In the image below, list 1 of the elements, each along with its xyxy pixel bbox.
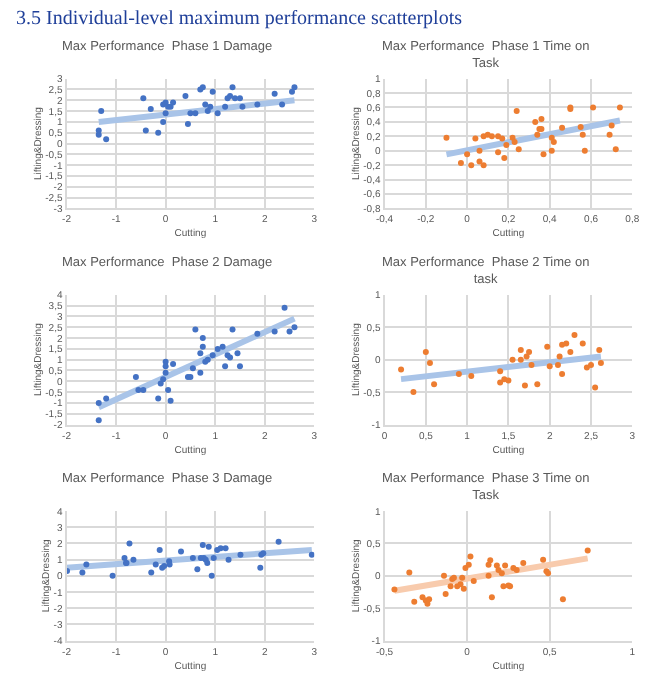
text: 3.5 Individual-level maximum performance scatterplots: [16, 8, 463, 30]
